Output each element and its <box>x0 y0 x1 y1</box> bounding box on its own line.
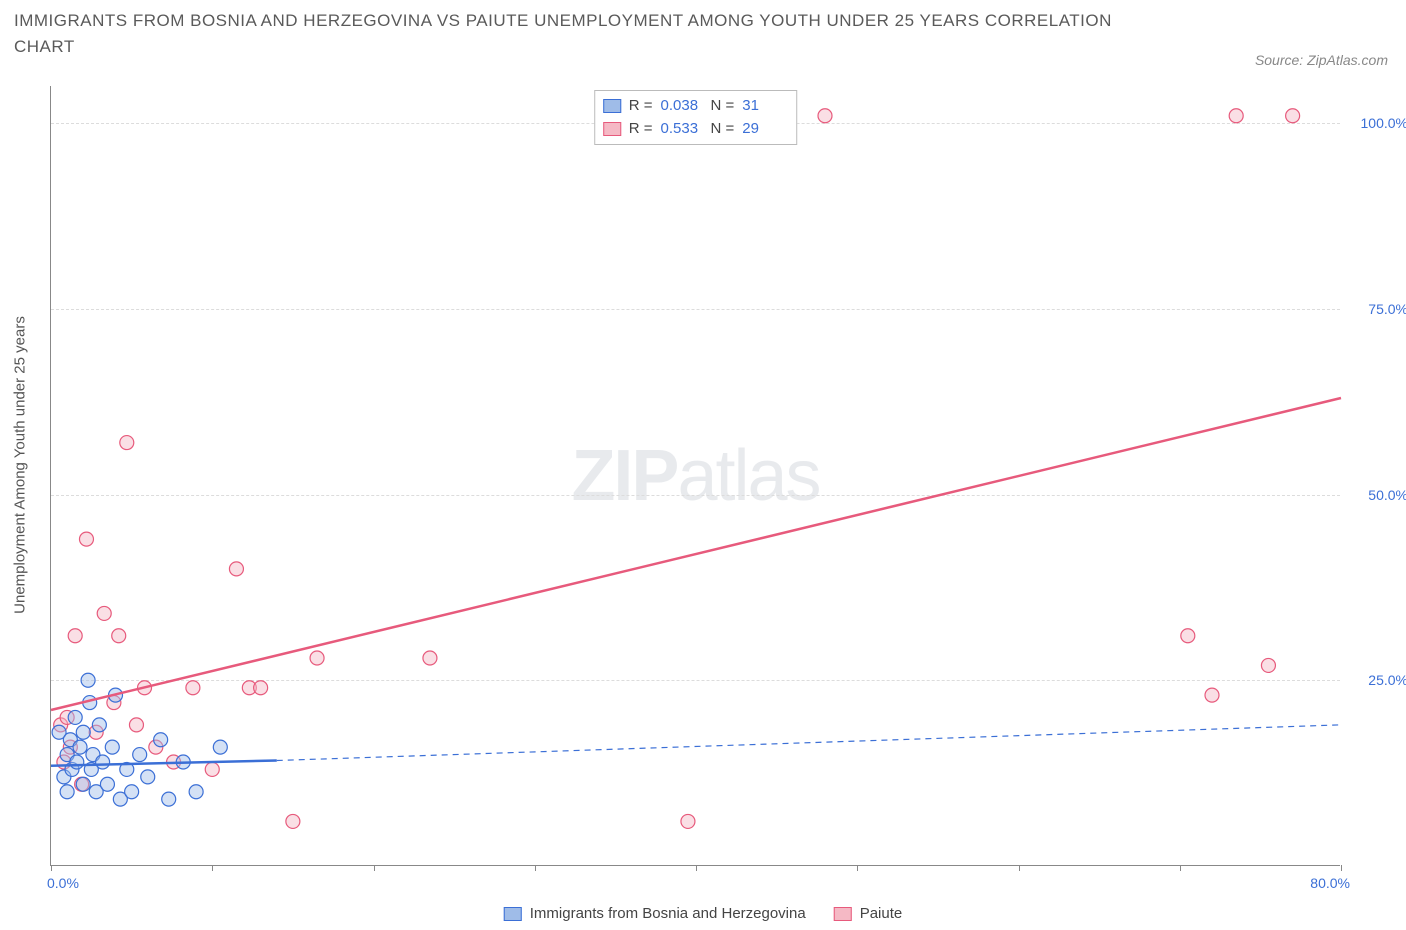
data-point-paiute <box>286 814 300 828</box>
data-point-bosnia <box>70 755 84 769</box>
data-point-paiute <box>205 762 219 776</box>
data-point-bosnia <box>76 725 90 739</box>
data-point-bosnia <box>154 733 168 747</box>
trendline-bosnia-dashed <box>277 725 1341 761</box>
r-value-paiute: 0.533 <box>661 118 703 141</box>
trendline-paiute <box>51 398 1341 710</box>
stats-row-bosnia: R = 0.038 N = 31 <box>603 95 785 118</box>
stats-row-paiute: R = 0.533 N = 29 <box>603 118 785 141</box>
x-tick <box>51 865 52 871</box>
x-tick <box>374 865 375 871</box>
data-point-paiute <box>1205 688 1219 702</box>
swatch-paiute <box>834 907 852 921</box>
swatch-bosnia <box>504 907 522 921</box>
data-point-paiute <box>818 109 832 123</box>
data-point-paiute <box>310 651 324 665</box>
data-point-bosnia <box>141 770 155 784</box>
data-point-paiute <box>254 681 268 695</box>
trendline-bosnia-solid <box>51 761 277 766</box>
r-label: R = <box>629 118 653 141</box>
x-tick <box>212 865 213 871</box>
data-point-bosnia <box>100 777 114 791</box>
data-point-paiute <box>79 532 93 546</box>
data-point-paiute <box>129 718 143 732</box>
data-point-paiute <box>68 629 82 643</box>
x-tick <box>535 865 536 871</box>
legend-item-paiute: Paiute <box>834 905 903 922</box>
data-point-bosnia <box>213 740 227 754</box>
n-value-paiute: 29 <box>742 118 784 141</box>
data-point-paiute <box>97 606 111 620</box>
data-point-bosnia <box>60 785 74 799</box>
legend-label-paiute: Paiute <box>860 905 903 922</box>
y-tick-label: 100.0% <box>1361 115 1406 131</box>
data-point-bosnia <box>105 740 119 754</box>
data-point-bosnia <box>162 792 176 806</box>
data-point-paiute <box>120 436 134 450</box>
data-point-paiute <box>1261 658 1275 672</box>
data-point-bosnia <box>189 785 203 799</box>
y-axis-title: Unemployment Among Youth under 25 years <box>12 316 29 614</box>
data-point-paiute <box>1286 109 1300 123</box>
data-point-bosnia <box>76 777 90 791</box>
n-label: N = <box>711 118 735 141</box>
swatch-bosnia <box>603 99 621 113</box>
data-point-paiute <box>186 681 200 695</box>
data-point-bosnia <box>81 673 95 687</box>
n-label: N = <box>711 95 735 118</box>
source-attribution: Source: ZipAtlas.com <box>1255 52 1388 68</box>
data-point-paiute <box>1181 629 1195 643</box>
data-point-bosnia <box>68 710 82 724</box>
y-tick-label: 25.0% <box>1368 672 1406 688</box>
r-label: R = <box>629 95 653 118</box>
stats-box: R = 0.038 N = 31 R = 0.533 N = 29 <box>594 90 798 145</box>
x-axis-min-label: 0.0% <box>47 875 79 891</box>
x-tick <box>1019 865 1020 871</box>
x-tick <box>1180 865 1181 871</box>
x-axis-max-label: 80.0% <box>1310 875 1350 891</box>
y-tick-label: 50.0% <box>1368 487 1406 503</box>
data-point-paiute <box>681 814 695 828</box>
x-tick <box>1341 865 1342 871</box>
data-point-bosnia <box>96 755 110 769</box>
scatter-svg <box>51 86 1340 865</box>
swatch-paiute <box>603 122 621 136</box>
plot-area: ZIPatlas 25.0%50.0%75.0%100.0% R = 0.038… <box>50 86 1340 866</box>
legend-label-bosnia: Immigrants from Bosnia and Herzegovina <box>530 905 806 922</box>
x-tick <box>696 865 697 871</box>
data-point-paiute <box>112 629 126 643</box>
x-tick <box>857 865 858 871</box>
data-point-bosnia <box>125 785 139 799</box>
legend-item-bosnia: Immigrants from Bosnia and Herzegovina <box>504 905 806 922</box>
legend-bottom: Immigrants from Bosnia and Herzegovina P… <box>504 905 903 922</box>
data-point-paiute <box>229 562 243 576</box>
data-point-bosnia <box>92 718 106 732</box>
data-point-paiute <box>1229 109 1243 123</box>
r-value-bosnia: 0.038 <box>661 95 703 118</box>
data-point-paiute <box>423 651 437 665</box>
y-tick-label: 75.0% <box>1368 301 1406 317</box>
data-point-bosnia <box>73 740 87 754</box>
n-value-bosnia: 31 <box>742 95 784 118</box>
data-point-bosnia <box>133 748 147 762</box>
chart-title: IMMIGRANTS FROM BOSNIA AND HERZEGOVINA V… <box>14 8 1114 59</box>
